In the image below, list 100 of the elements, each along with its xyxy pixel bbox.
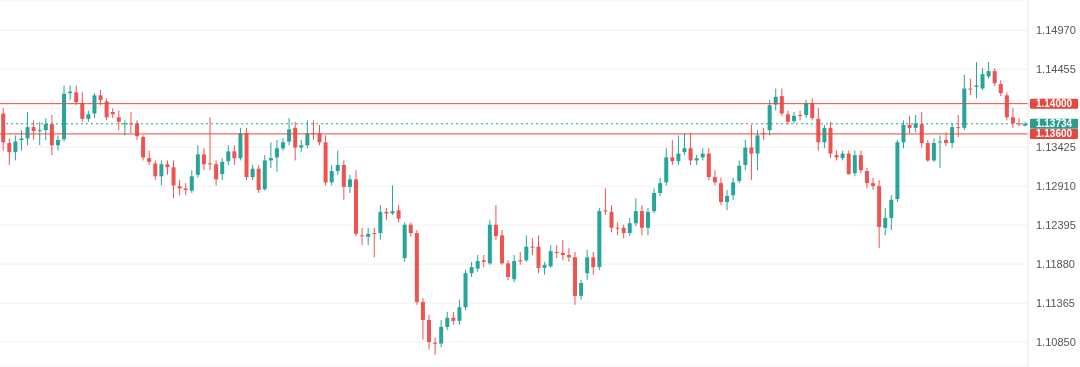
candlestick: [791, 111, 796, 124]
candlestick: [980, 67, 985, 91]
candlestick: [755, 129, 760, 171]
y-tick-label: 1.12910: [1036, 180, 1076, 193]
candlestick: [7, 137, 12, 166]
ref-line-label: 1.13600: [1035, 128, 1073, 140]
candlestick: [19, 129, 24, 152]
candlestick: [518, 251, 523, 266]
candlestick: [153, 159, 158, 181]
candlestick: [256, 164, 261, 194]
candlestick: [652, 187, 657, 214]
candlestick: [585, 249, 590, 281]
candlestick: [433, 336, 438, 356]
candlestick: [706, 147, 711, 181]
candlestick: [798, 109, 803, 121]
candlestick: [554, 244, 559, 259]
candlestick: [852, 150, 857, 177]
y-tick-label: 1.11365: [1036, 296, 1075, 309]
candlestick: [524, 234, 529, 263]
candlestick: [220, 157, 225, 181]
candlestick: [931, 137, 936, 163]
candlestick: [603, 187, 608, 216]
candlestick: [725, 189, 730, 211]
candlestick: [688, 132, 693, 166]
y-tick-label: 1.13425: [1036, 141, 1076, 154]
y-tick-label: 1.11880: [1036, 257, 1075, 270]
candlestick: [627, 217, 632, 237]
candlestick: [171, 159, 176, 199]
ref-line-label: 1.13734: [1035, 118, 1073, 130]
candlestick: [846, 150, 851, 176]
candlestick: [871, 177, 876, 191]
candlestick: [633, 197, 638, 227]
candlestick: [615, 221, 620, 236]
candlestick: [281, 137, 286, 152]
candlestick: [74, 85, 79, 106]
candlestick: [201, 147, 206, 171]
candlestick: [506, 259, 511, 281]
candlestick: [232, 144, 237, 166]
candlestick: [682, 132, 687, 156]
candlestick: [512, 254, 517, 283]
candlestick: [31, 119, 36, 141]
candlestick: [92, 92, 97, 119]
candlestick: [718, 177, 723, 206]
candlestick: [737, 159, 742, 184]
candlestick: [779, 88, 784, 117]
candlestick: [883, 207, 888, 236]
candlestick: [536, 234, 541, 274]
candlestick: [80, 91, 85, 123]
candlestick: [226, 144, 231, 166]
candlestick: [439, 319, 444, 348]
candlestick: [378, 204, 383, 241]
candlestick: [420, 297, 425, 341]
candlestick: [944, 131, 949, 147]
candlestick: [810, 97, 815, 121]
candlestick: [55, 134, 60, 152]
candlestick: [293, 121, 298, 161]
candlestick: [639, 204, 644, 236]
candlestick: [992, 67, 997, 87]
candlestick: [530, 237, 535, 256]
candlestick: [609, 204, 614, 233]
candlestick: [445, 311, 450, 331]
candlestick: [956, 114, 961, 138]
candlestick: [658, 177, 663, 197]
candlestick: [670, 139, 675, 166]
candlestick: [195, 144, 200, 179]
candlestick: [360, 227, 365, 246]
candlestick: [13, 134, 18, 161]
candlestick: [676, 134, 681, 166]
candlestick: [646, 207, 650, 236]
candlestick: [347, 174, 352, 194]
candlestick: [804, 99, 809, 119]
candlestick: [1004, 91, 1009, 121]
candlestick: [208, 116, 213, 171]
candlestick: [493, 204, 498, 241]
candlestick: [457, 299, 462, 326]
candlestick: [1010, 107, 1015, 129]
candlestick: [189, 169, 194, 194]
candlestick: [889, 194, 894, 231]
candlestick: [548, 244, 553, 269]
candlestick: [591, 251, 596, 276]
candlestick: [159, 159, 164, 186]
candlestick: [341, 159, 346, 201]
candlestick: [116, 109, 121, 131]
candlestick: [925, 139, 930, 163]
candlestick: [372, 227, 377, 258]
candlestick: [427, 314, 432, 351]
candlestick: [858, 150, 863, 174]
y-tick-label: 1.12395: [1036, 219, 1076, 232]
candlestick: [749, 124, 754, 181]
y-tick-label: 1.10850: [1036, 335, 1076, 348]
candlestick: [335, 150, 340, 176]
y-tick-label: 1.14455: [1036, 63, 1076, 76]
candlestick: [214, 159, 219, 186]
candlestick: [864, 167, 869, 189]
candlestick: [712, 169, 717, 186]
candlestick: [937, 134, 942, 169]
candlestick: [785, 109, 790, 126]
candlestick: [579, 279, 584, 301]
candlestick: [274, 139, 279, 173]
y-tick-label: 1.14970: [1036, 24, 1076, 37]
